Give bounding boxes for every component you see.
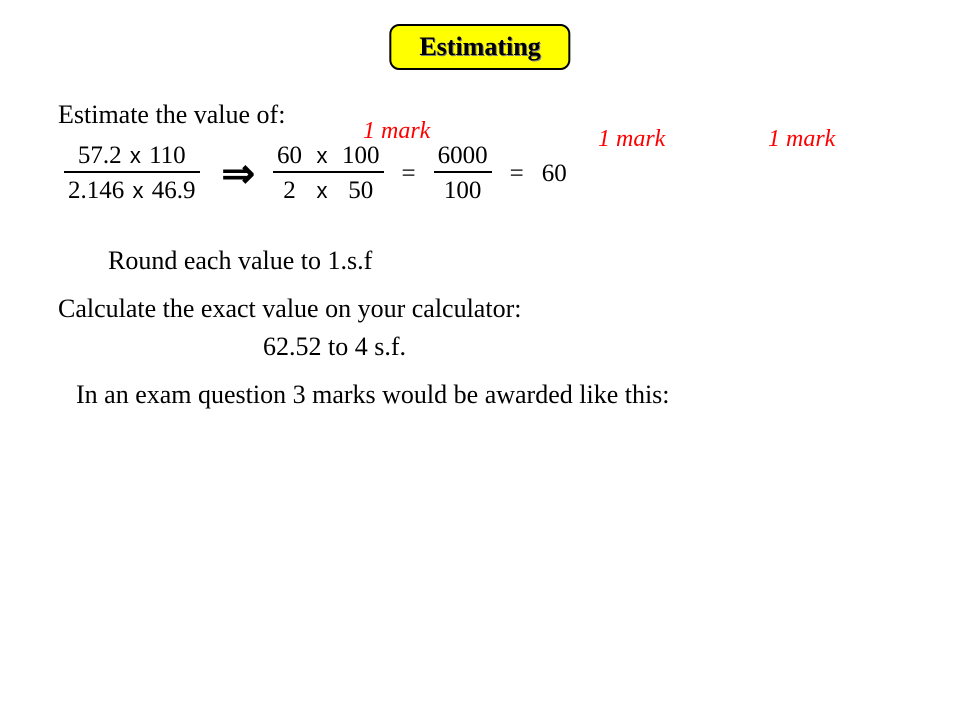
original-fraction: 57.2 x 110 2.146 x 46.9 bbox=[64, 140, 200, 208]
implies-arrow-icon: ⇒ bbox=[222, 154, 256, 194]
calc-note: Calculate the exact value on your calcul… bbox=[58, 294, 928, 324]
equals-sign: = bbox=[510, 160, 524, 187]
inter-den: 100 bbox=[434, 173, 492, 208]
orig-num-a: 57.2 bbox=[78, 142, 122, 169]
mult-icon: x bbox=[315, 143, 330, 168]
rnd-den-b: 50 bbox=[348, 177, 373, 204]
rounded-fraction: 60 x 100 2 x 50 bbox=[273, 140, 384, 208]
rounding-note: Round each value to 1.s.f bbox=[108, 246, 928, 276]
equals-sign: = bbox=[402, 160, 416, 187]
rnd-num-b: 100 bbox=[342, 142, 380, 169]
rnd-den-a: 2 bbox=[283, 177, 296, 204]
orig-den-b: 46.9 bbox=[152, 177, 196, 204]
mult-icon: x bbox=[131, 178, 146, 203]
mult-icon: x bbox=[128, 143, 143, 168]
final-answer: 60 bbox=[542, 160, 567, 187]
orig-den-a: 2.146 bbox=[68, 177, 124, 204]
calc-result: 62.52 to 4 s.f. bbox=[263, 332, 928, 362]
rnd-num-a: 60 bbox=[277, 142, 302, 169]
equation-row: 1 mark 1 mark 1 mark 57.2 x 110 2.146 x … bbox=[58, 140, 928, 240]
inter-num: 6000 bbox=[434, 140, 492, 173]
content-area: Estimate the value of: 1 mark 1 mark 1 m… bbox=[58, 100, 928, 410]
intermediate-fraction: 6000 100 bbox=[434, 140, 492, 208]
mark-label-1: 1 mark bbox=[363, 118, 430, 145]
orig-num-b: 110 bbox=[149, 142, 186, 169]
mult-icon: x bbox=[315, 178, 330, 203]
award-note: In an exam question 3 marks would be awa… bbox=[76, 380, 928, 410]
mark-label-3: 1 mark bbox=[768, 126, 835, 153]
title-box: Estimating bbox=[389, 24, 570, 70]
mark-label-2: 1 mark bbox=[598, 126, 665, 153]
